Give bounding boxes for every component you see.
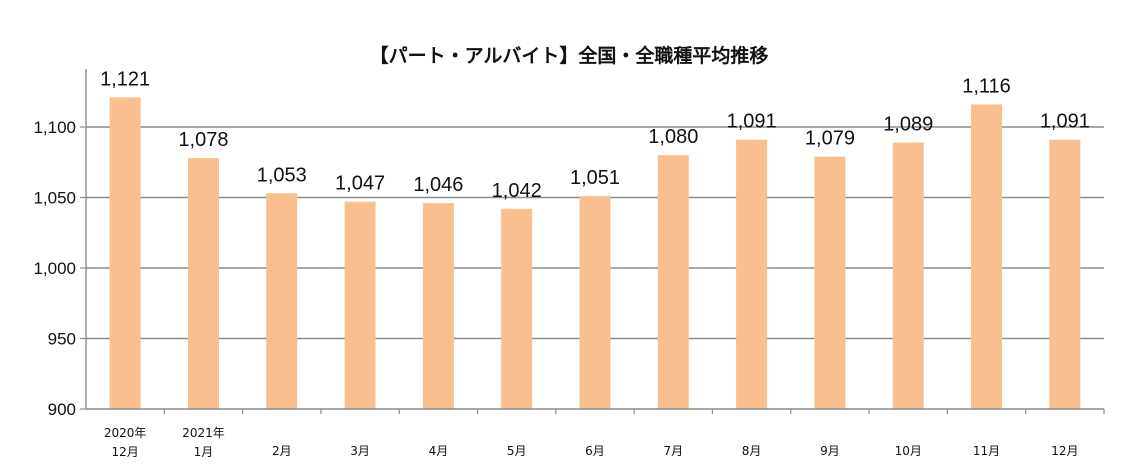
data-label: 1,042 — [492, 180, 542, 202]
data-label: 1,089 — [883, 114, 933, 136]
data-label: 1,091 — [1040, 111, 1090, 133]
axes — [80, 69, 1105, 414]
data-label: 1,121 — [100, 68, 150, 90]
bar — [109, 97, 141, 409]
x-tick-label: 11月 — [973, 444, 1000, 458]
y-tick-label: 950 — [48, 330, 76, 349]
y-tick-label: 1,000 — [33, 259, 76, 278]
bar — [501, 208, 533, 409]
data-label: 1,091 — [727, 111, 777, 133]
x-tick-label: 3月 — [350, 444, 370, 458]
bar — [1049, 139, 1081, 409]
bar — [814, 156, 846, 409]
bar — [971, 104, 1003, 409]
x-tick-label: 8月 — [742, 444, 762, 458]
y-tick-label: 1,050 — [33, 189, 76, 208]
bar — [736, 139, 768, 409]
bar — [892, 142, 924, 409]
x-tick-label: 2020年 12月 — [104, 426, 147, 459]
x-tick-label: 4月 — [429, 444, 449, 458]
x-tick-label: 7月 — [663, 444, 683, 458]
data-label: 1,080 — [648, 126, 698, 148]
y-tick-labels: 900 950 1,000 1,050 1,100 — [33, 118, 76, 419]
x-tick-label: 2021年 1月 — [182, 426, 225, 459]
data-labels: 1,121 1,078 1,053 1,047 1,046 1,042 1,051 1,080… — [100, 68, 1090, 201]
bars — [109, 97, 1081, 409]
data-label: 1,116 — [962, 75, 1011, 97]
x-tick-label: 5月 — [507, 444, 527, 458]
x-tick-label: 12月 — [1051, 444, 1078, 458]
y-tick-label: 900 — [48, 400, 76, 419]
x-tick-label: 9月 — [820, 444, 840, 458]
data-label: 1,051 — [570, 167, 620, 189]
bar — [579, 196, 611, 409]
x-tick-label: 10月 — [895, 444, 922, 458]
bar — [266, 193, 298, 409]
bar — [187, 158, 219, 409]
data-label: 1,053 — [257, 164, 307, 186]
bar — [422, 203, 454, 409]
data-label: 1,047 — [335, 173, 385, 195]
y-tick-label: 1,100 — [33, 118, 76, 137]
x-tick-label: 2月 — [272, 444, 292, 458]
x-tick-label: 6月 — [585, 444, 605, 458]
data-label: 1,046 — [413, 174, 463, 196]
x-tick-labels: 2020年 12月 2021年 1月 2月 3月 4月 5月 6月 7月 8月 9月 10月 11月 12月 — [104, 426, 1079, 459]
bar — [657, 155, 689, 409]
chart-title: 【パート・アルバイト】全国・全職種平均推移 — [370, 44, 769, 67]
data-label: 1,079 — [805, 128, 855, 150]
data-label: 1,078 — [178, 129, 228, 151]
bar — [344, 201, 376, 409]
